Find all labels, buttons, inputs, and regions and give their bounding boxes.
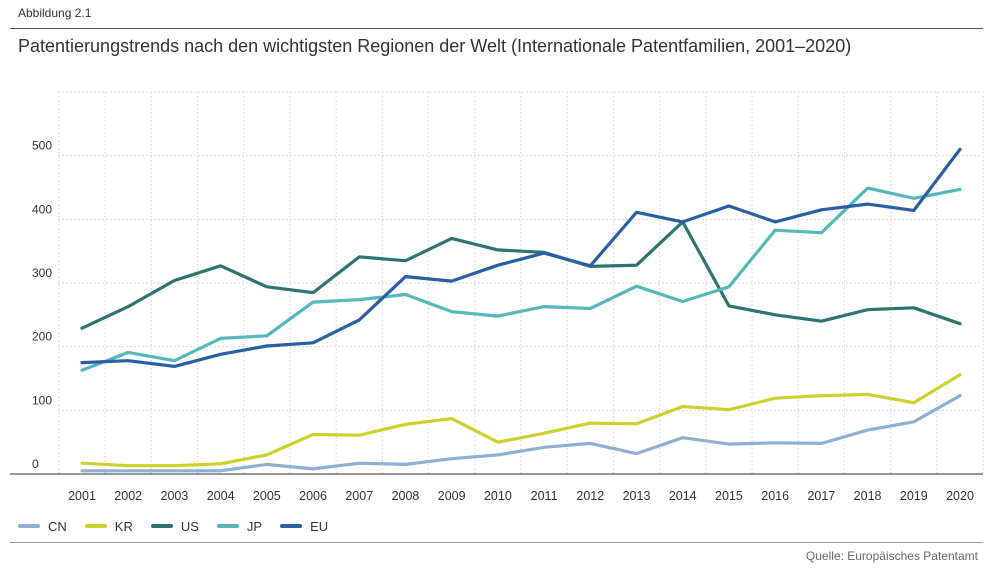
x-tick-label: 2008: [392, 489, 420, 503]
legend-swatch: [150, 524, 173, 528]
legend-swatch: [280, 524, 303, 528]
series-line-jp: [80, 186, 962, 372]
x-tick-labels: 2001 2002 2003 2004 2005 2006 2007 2008 2009 2010…: [68, 489, 974, 503]
x-tick-label: 2007: [345, 489, 373, 503]
x-tick-label: 2012: [576, 489, 604, 503]
y-tick-labels: 0 100 200 300 400 500: [32, 139, 52, 471]
legend-item-eu: EU: [280, 519, 328, 534]
x-tick-label: 2009: [438, 489, 466, 503]
series-line-kr: [80, 373, 962, 468]
legend-label: EU: [310, 518, 329, 534]
legend-item-cn: CN: [18, 519, 67, 534]
y-tick-label: 400: [32, 202, 52, 216]
x-tick-label: 2018: [854, 489, 882, 503]
legend-swatch: [18, 524, 40, 528]
x-gridlines: [58, 92, 984, 474]
x-tick-label: 2005: [253, 489, 281, 503]
y-tick-label: 500: [32, 139, 52, 153]
x-tick-label: 2001: [68, 489, 96, 503]
series-line-us: [80, 220, 962, 330]
chart-title: Patentierungstrends nach den wichtigsten…: [18, 36, 852, 56]
x-tick-label: 2020: [946, 489, 974, 503]
legend: CN KR US JP EU: [18, 517, 328, 535]
x-tick-label: 2006: [299, 489, 327, 503]
x-tick-label: 2014: [669, 489, 697, 503]
source-note: Quelle: Europäisches Patentamt: [805, 549, 978, 563]
legend-swatch: [84, 524, 107, 528]
x-tick-label: 2016: [761, 489, 789, 503]
y-tick-label: 100: [32, 393, 52, 407]
bottom-divider: [10, 542, 983, 543]
x-tick-label: 2015: [715, 489, 743, 503]
legend-item-us: US: [150, 518, 199, 534]
x-tick-label: 2004: [207, 489, 235, 503]
x-tick-label: 2010: [484, 489, 512, 503]
legend-label: US: [180, 518, 199, 534]
y-tick-label: 300: [32, 266, 52, 280]
legend-label: CN: [48, 518, 67, 534]
legend-label: JP: [246, 518, 263, 534]
legend-item-jp: JP: [216, 518, 263, 534]
series-lines: [80, 147, 962, 473]
x-tick-label: 2013: [623, 489, 651, 503]
legend-swatch: [216, 524, 239, 528]
top-divider: [10, 28, 983, 29]
series-line-cn: [80, 394, 962, 473]
x-tick-label: 2019: [900, 489, 928, 503]
series-line-eu: [80, 147, 962, 368]
x-tick-label: 2011: [531, 489, 558, 503]
figure-label: Abbildung 2.1: [18, 6, 92, 20]
y-tick-label: 200: [32, 330, 52, 344]
x-tick-label: 2017: [807, 489, 835, 503]
y-tick-label: 0: [32, 457, 39, 471]
x-tick-label: 2003: [161, 489, 189, 503]
legend-label: KR: [114, 518, 133, 534]
legend-item-kr: KR: [84, 518, 133, 534]
x-tick-label: 2002: [114, 489, 142, 503]
